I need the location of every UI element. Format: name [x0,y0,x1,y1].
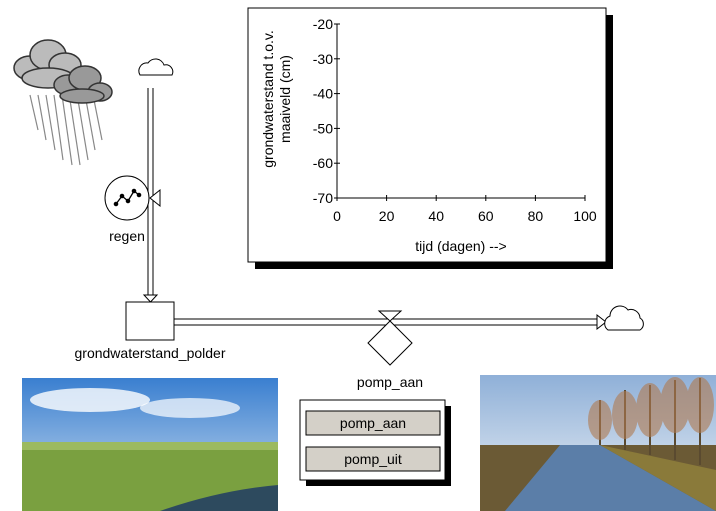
y-tick-label: -20 [313,16,333,32]
node-label: pomp_aan [357,374,423,390]
button-label[interactable]: pomp_uit [344,451,402,467]
x-tick-label: 0 [333,208,341,224]
pump-converter [368,321,412,365]
inflow [105,59,173,302]
button-label[interactable]: pomp_aan [340,415,406,431]
y-axis-label: maaiveld (cm) [277,55,293,143]
x-tick-label: 40 [428,208,444,224]
valve [150,190,160,206]
y-tick-label: -30 [313,51,333,67]
node-label: grondwaterstand_polder [75,345,226,361]
stock [126,302,174,340]
rain-illustration [14,40,112,165]
outflow [174,306,643,365]
x-tick-label: 60 [478,208,494,224]
polder-photo [22,378,278,511]
source-cloud [139,59,173,75]
node-label: regen [109,228,145,244]
rain-converter [105,176,149,220]
canal-photo [480,375,716,511]
x-tick-label: 20 [379,208,395,224]
y-tick-label: -60 [313,155,333,171]
button[interactable]: pomp_uit [306,447,440,471]
model-canvas: -20 -30 -40 -50 -60 -700 20 40 60 80 100 tijd (dage… [0,0,716,511]
sink-cloud [605,306,644,330]
y-tick-label: -70 [313,190,333,206]
y-axis-label: grondwaterstand t.o.v. [260,30,276,167]
y-tick-label: -40 [313,86,333,102]
button[interactable]: pomp_aan [306,411,440,435]
x-tick-label: 80 [528,208,544,224]
chart-frame [248,8,606,262]
x-axis-label: tijd (dagen) --> [415,238,506,254]
y-tick-label: -50 [313,120,333,136]
x-tick-label: 100 [573,208,597,224]
